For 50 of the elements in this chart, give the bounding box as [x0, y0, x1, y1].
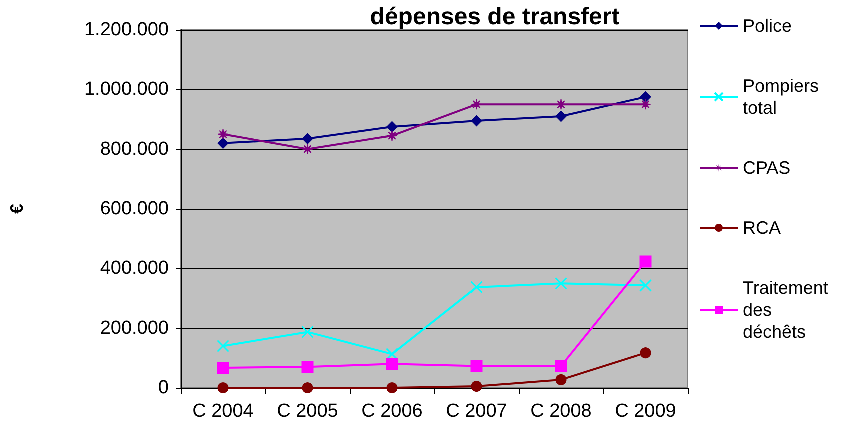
- point: [470, 360, 483, 372]
- legend-label: Pompiers total: [743, 76, 824, 118]
- legend-label: CPAS: [743, 158, 791, 178]
- point: [640, 256, 652, 268]
- point: [386, 121, 398, 132]
- point: [640, 279, 652, 292]
- x-tick-label: C 2007: [446, 401, 508, 422]
- point: [471, 381, 482, 392]
- point: [218, 128, 229, 140]
- point: [470, 281, 483, 294]
- point: [218, 382, 229, 394]
- y-tick-label: 600.000: [100, 198, 169, 220]
- point: [555, 277, 568, 290]
- point: [302, 382, 314, 394]
- point: [217, 362, 230, 374]
- point: [386, 348, 398, 361]
- point: [386, 130, 398, 142]
- point: [386, 358, 398, 370]
- x-tick-label: C 2004: [192, 401, 254, 422]
- point: [218, 138, 229, 149]
- point: [302, 326, 314, 338]
- x-tick-label: C 2005: [277, 401, 338, 422]
- y-tick-label: 400.000: [100, 258, 169, 280]
- x-tick-label: C 2006: [362, 401, 423, 422]
- point: [556, 111, 567, 122]
- point: [640, 99, 652, 110]
- x-tick-label: C 2008: [530, 401, 592, 422]
- legend-label: Police: [743, 16, 792, 36]
- legend-label: RCA: [743, 218, 782, 238]
- x-tick-label: C 2009: [615, 401, 676, 422]
- point: [640, 348, 652, 359]
- point: [556, 374, 567, 386]
- point: [471, 115, 482, 126]
- point: [302, 133, 314, 144]
- point: [302, 361, 314, 374]
- point: [555, 360, 568, 372]
- y-tick-label: 200.000: [100, 318, 169, 339]
- legend-label: Traitement des déchêts: [743, 278, 834, 342]
- y-tick-label: 1.200.000: [84, 20, 169, 40]
- point: [302, 144, 314, 155]
- y-axis-title: €: [7, 204, 27, 214]
- point: [471, 99, 482, 110]
- point: [386, 382, 398, 394]
- point: [556, 99, 567, 110]
- y-tick-label: 0: [158, 378, 169, 398]
- y-tick-label: 1.000.000: [84, 79, 169, 100]
- chart-title: dépenses de transfert: [370, 4, 620, 30]
- point: [640, 92, 652, 103]
- point: [217, 340, 230, 352]
- y-tick-label: 800.000: [100, 138, 169, 160]
